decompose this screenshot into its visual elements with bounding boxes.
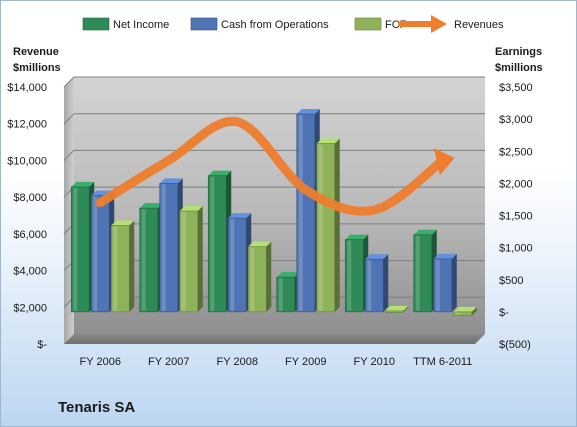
bar-cash-from-operations-fy-2010 [364,254,389,313]
y-left-tick-label: $10,000 [7,155,47,167]
plot-floor [64,334,485,344]
x-tick-label: TTM 6-2011 [413,356,472,368]
bar-cash-from-operations-ttm-6-2011 [433,253,457,313]
x-tick-label: FY 2009 [285,356,326,368]
y-right-tick-label: $1,500 [499,211,533,223]
y-right-tick-label: $2,000 [499,178,533,190]
revenues-line [95,116,448,216]
legend-arrowhead [431,15,447,33]
legend-swatch-cash-from-operations [190,17,218,31]
bar-net-income-ttm-6-2011 [413,229,437,313]
x-tick-label: FY 2010 [354,356,395,368]
legend-label-net-income: Net Income [113,19,169,31]
y-left-tick-label: $12,000 [7,119,47,131]
x-tick-label: FY 2008 [217,356,258,368]
bar-net-income-fy-2006 [70,181,95,313]
y-right-tick-label: $3,000 [499,114,533,126]
bar-fcf-fy-2008 [247,241,272,313]
bar-fcf-fy-2010 [384,305,409,313]
y-left-tick-label: $2,000 [13,302,47,314]
y-left-tick-label: $4,000 [13,266,47,278]
gridline [63,149,485,161]
bar-net-income-fy-2008 [207,170,232,313]
y-left-tick-label: $- [37,339,47,351]
revenues-arrowhead [433,148,455,176]
bar-fcf-fy-2007 [179,206,203,313]
legend-label-cash-from-operations: Cash from Operations [221,19,329,31]
y-left-tick-label: $6,000 [13,229,47,241]
revenue-arrow-layer [95,116,455,216]
y-right-tick-label: $3,500 [499,82,533,94]
bar-net-income-fy-2010 [344,234,369,313]
gridline [63,76,485,88]
legend-swatch-net-income [82,17,110,31]
y-left-axis-title: $millions [13,62,61,74]
y-right-axis-title: Earnings [495,46,542,58]
bar-fcf-fy-2006 [110,220,135,313]
y-left-tick-label: $14,000 [7,82,47,94]
y-right-tick-label: $2,500 [499,146,533,158]
y-right-tick-label: $- [499,307,509,319]
gridline [63,113,485,125]
bar-cash-from-operations-fy-2006 [90,190,115,313]
bar-fcf-fy-2009 [316,138,340,313]
bar-fcf-ttm-6-2011 [453,306,477,317]
legend-label-revenues: Revenues [454,19,504,31]
bar-net-income-fy-2009 [276,272,300,313]
legend-swatch-fcf [354,17,382,31]
bar-cash-from-operations-fy-2009 [296,108,320,313]
y-left-tick-label: $8,000 [13,192,47,204]
x-tick-label: FY 2007 [148,356,189,368]
axes-layer: $- $2,000 $4,000 $6,000 $8,000 $10,000 $12,000… [7,46,542,368]
y-right-tick-label: $500 [499,275,523,287]
x-tick-label: FY 2006 [80,356,121,368]
bar-cash-from-operations-fy-2008 [227,213,252,313]
y-left-axis-title: Revenue [13,46,59,58]
legend: Net Income Cash from Operations FCF Revenue… [82,15,504,33]
bar-net-income-fy-2007 [139,203,163,313]
y-right-tick-label: $1,000 [499,243,533,255]
bar-cash-from-operations-fy-2007 [159,178,183,313]
company-caption: Tenaris SA [58,399,136,416]
y-right-axis-title: $millions [495,62,543,74]
y-right-tick-label: $(500) [499,339,531,351]
bars-layer [70,108,477,317]
